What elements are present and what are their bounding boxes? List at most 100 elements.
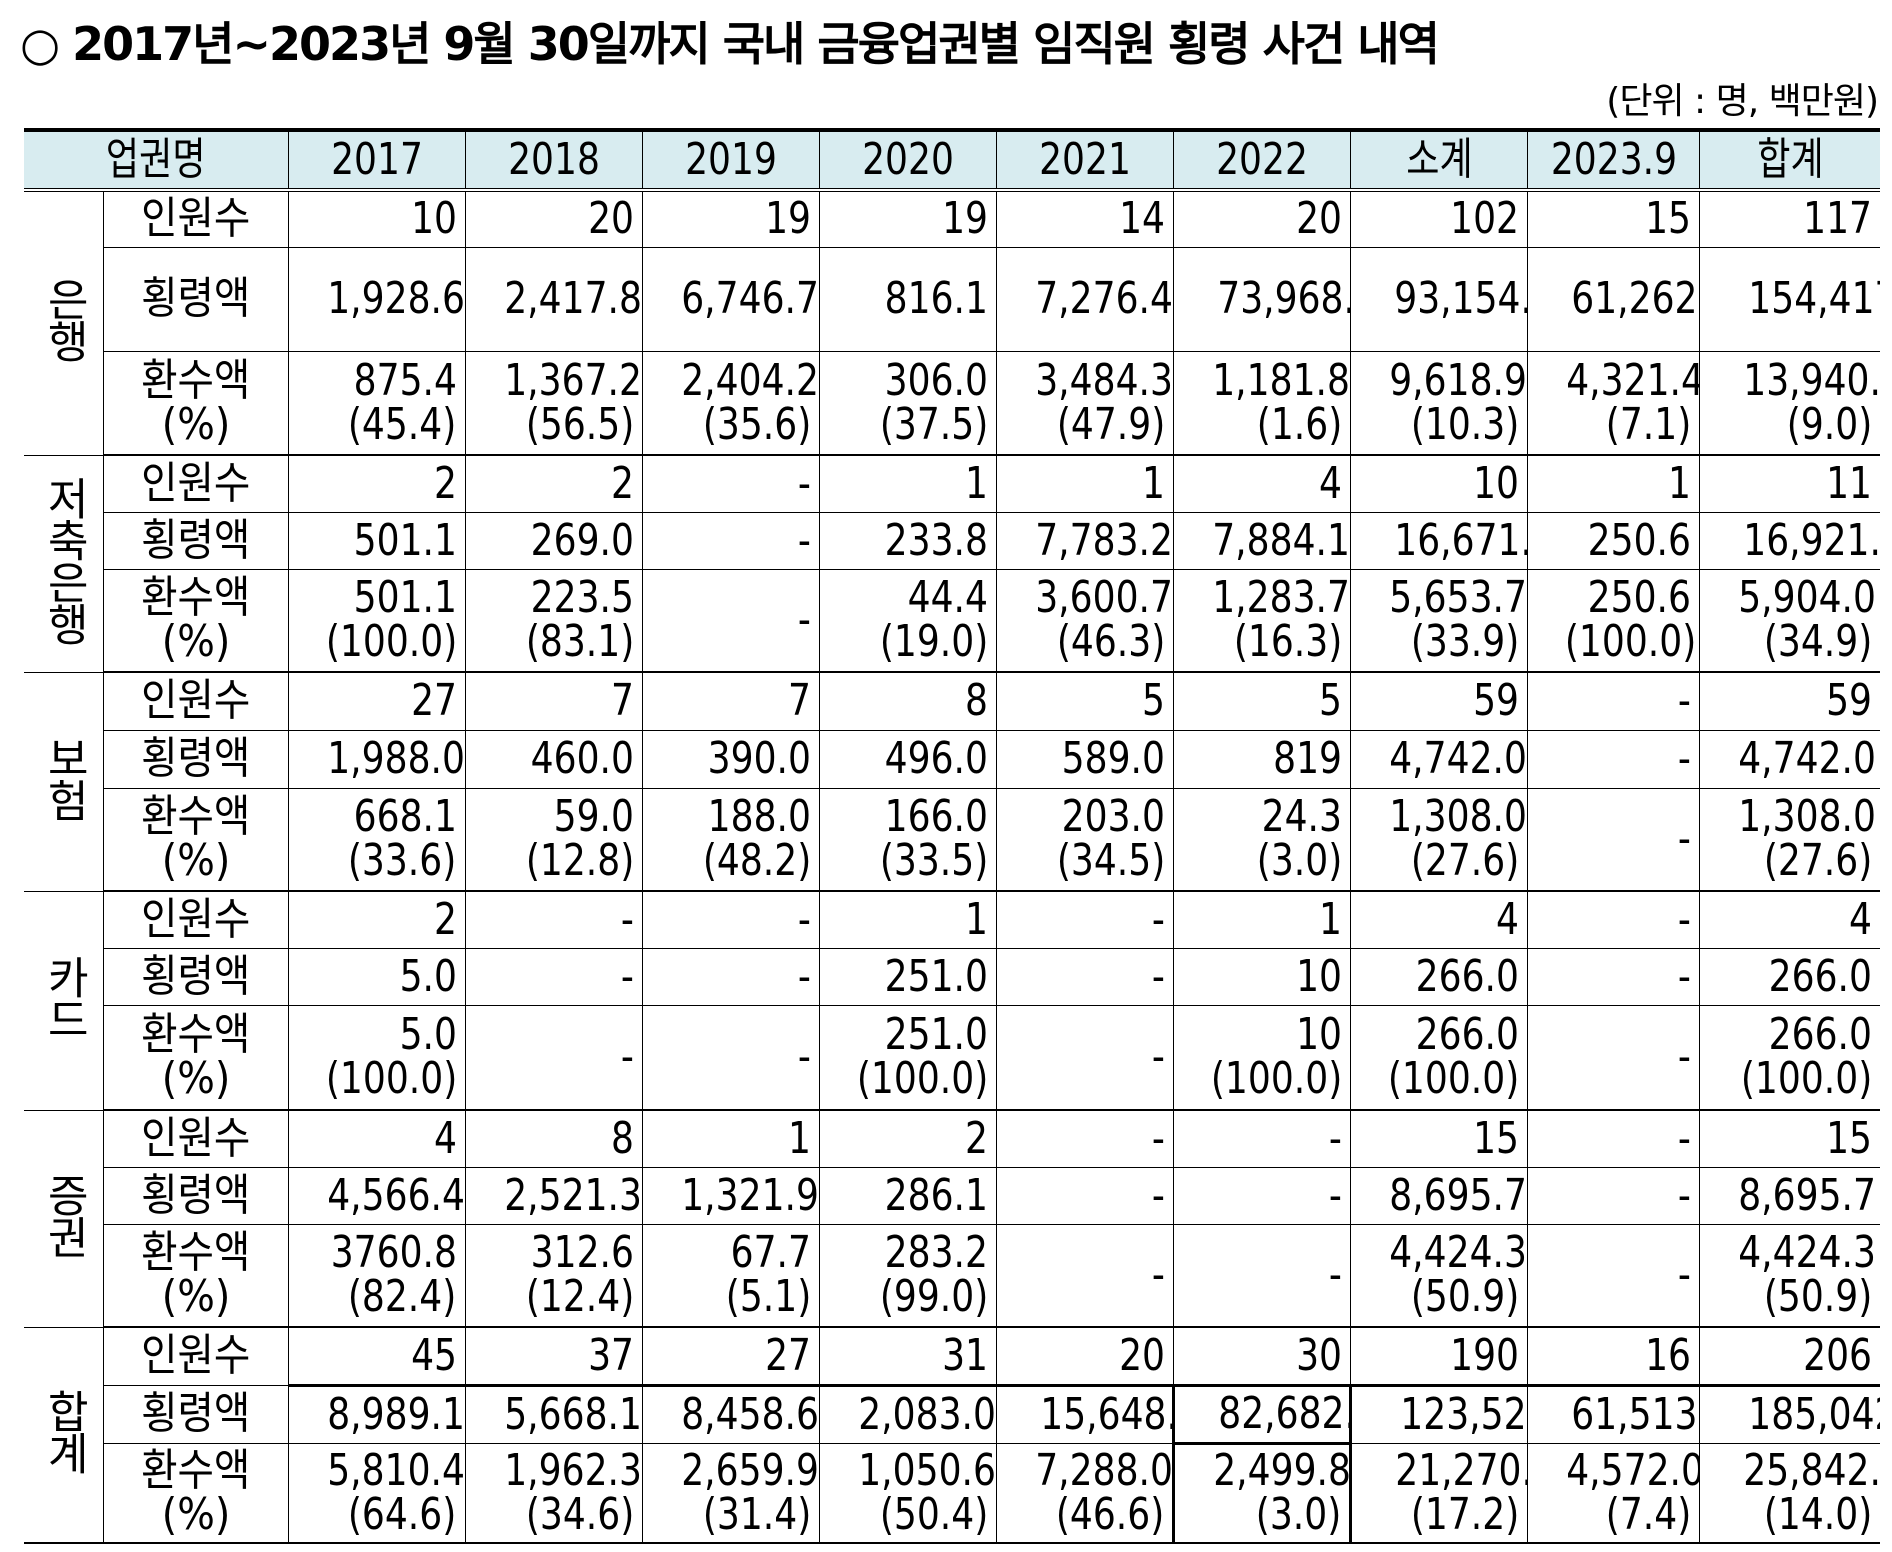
row-label: 환수액 (%) xyxy=(102,1442,289,1544)
embezzled-amount: 460.0 xyxy=(530,733,634,784)
recovered-amount: 7,288.0 xyxy=(1035,1444,1173,1496)
headcount: 4 xyxy=(1319,457,1343,509)
recovered-amount: 306.0 xyxy=(884,354,989,406)
recovery-rate: (37.5) xyxy=(879,398,989,450)
embezzled-amount: 4,742.0 xyxy=(1389,733,1528,784)
embezzled-amount: 16,921.8 xyxy=(1743,514,1880,566)
headcount: 2 xyxy=(965,1112,989,1164)
recovery-rate: (50.4) xyxy=(879,1488,989,1540)
row-label-text: 인원수 xyxy=(140,193,251,245)
recovered-amount: 4,572.0 xyxy=(1566,1444,1700,1496)
data-cell: 59.0 (12.8) xyxy=(464,787,643,892)
document-title: ○ 2017년~2023년 9월 30일까지 국내 금융업권별 임직원 횡령 사… xyxy=(20,17,1440,71)
data-cell: 4 xyxy=(1350,890,1529,949)
column-header-label: 2019 xyxy=(684,134,777,185)
data-cell: 7 xyxy=(464,671,643,731)
data-cell: 5,810.4 (64.6) xyxy=(287,1442,466,1544)
embezzled-amount: - xyxy=(1329,1169,1343,1221)
recovery-rate: (50.9) xyxy=(1763,1271,1872,1323)
recovered-amount: - xyxy=(1152,1249,1166,1301)
recovery-rate: (1.6) xyxy=(1256,398,1343,450)
embezzled-amount: 266.0 xyxy=(1768,950,1872,1002)
data-cell: 269.0 xyxy=(464,511,643,570)
data-cell: 2 xyxy=(287,890,466,949)
headcount: 1 xyxy=(1668,457,1692,509)
recovered-amount: 1,367.2 xyxy=(503,354,642,406)
data-cell: 2,659.9 (31.4) xyxy=(641,1442,820,1544)
headcount: 1 xyxy=(787,1112,811,1164)
embezzled-amount: 251.0 xyxy=(884,950,989,1002)
data-cell: 9,618.9 (10.3) xyxy=(1350,350,1529,456)
embezzled-amount: 390.0 xyxy=(707,733,811,784)
sector-name: 보험 xyxy=(24,671,104,892)
headcount: 45 xyxy=(410,1329,457,1381)
recovery-rate: (46.6) xyxy=(1055,1488,1165,1540)
sector-name: 증권 xyxy=(24,1109,104,1328)
recovered-amount: 9,618.9 xyxy=(1389,354,1528,406)
recovered-amount: 283.2 xyxy=(884,1227,989,1279)
embezzled-amount: 266.0 xyxy=(1416,950,1520,1002)
row-label-text: 인원수 xyxy=(140,675,251,727)
headcount: 7 xyxy=(610,675,634,727)
data-cell: 8 xyxy=(464,1109,643,1168)
row-label: 횡령액 xyxy=(102,246,289,352)
embezzled-amount: 250.6 xyxy=(1588,514,1692,566)
data-cell: 1,308.0 (27.6) xyxy=(1699,787,1880,892)
data-cell: 11 xyxy=(1699,454,1880,513)
row-label-unit: (%) xyxy=(161,1271,230,1323)
data-cell: 19 xyxy=(818,189,998,248)
sector-name: 합계 xyxy=(24,1326,104,1544)
embezzled-amount: - xyxy=(797,514,811,566)
headcount: - xyxy=(797,893,811,945)
embezzled-amount: 82,682.0 xyxy=(1218,1388,1347,1439)
data-cell: 31 xyxy=(818,1326,998,1387)
recovered-amount: 1,181.8 xyxy=(1212,354,1351,406)
column-header: 2021 xyxy=(996,128,1175,192)
data-cell: 6,746.7 xyxy=(641,246,820,352)
table-row: 환수액 (%) 875.4 (45.4) 1,367.2 (56.5) 2,404.2 (35… xyxy=(24,350,1880,456)
data-cell: 1,367.2 (56.5) xyxy=(464,350,643,456)
data-cell: 102 xyxy=(1350,189,1529,248)
sector-name-label: 저축은행 xyxy=(38,475,90,644)
sector-name-label: 은행 xyxy=(38,277,90,362)
recovery-rate: (27.6) xyxy=(1763,835,1872,887)
recovered-amount: 21,270.9 xyxy=(1395,1444,1526,1496)
data-cell: 2 xyxy=(287,454,466,513)
recovery-rate: (19.0) xyxy=(879,616,989,668)
row-label: 환수액 (%) xyxy=(102,787,289,892)
embezzled-amount: 16,671.2 xyxy=(1394,514,1526,566)
row-label-text: 횡령액 xyxy=(140,514,251,566)
embezzled-amount: - xyxy=(1678,733,1692,784)
row-label-unit: (%) xyxy=(161,1488,230,1540)
embezzled-amount: 61,513.3 xyxy=(1571,1388,1699,1440)
recovered-amount: 4,424.3 xyxy=(1738,1227,1877,1279)
data-cell: 283.2 (99.0) xyxy=(818,1223,998,1328)
recovery-rate: (14.0) xyxy=(1763,1488,1872,1540)
row-label-text: 환수액 xyxy=(140,354,251,406)
data-cell: 20 xyxy=(996,1326,1175,1387)
embezzled-amount: - xyxy=(1152,950,1166,1002)
embezzled-amount: 6,746.7 xyxy=(681,273,819,324)
recovery-rate: (45.4) xyxy=(348,398,457,450)
data-cell: 3,484.3 (47.9) xyxy=(996,350,1175,456)
embezzled-amount: 5.0 xyxy=(399,950,457,1002)
recovered-amount: 3,484.3 xyxy=(1035,354,1173,406)
data-cell: - xyxy=(996,890,1175,949)
data-cell: 15 xyxy=(1350,1109,1529,1168)
embezzled-amount: - xyxy=(1678,1169,1692,1221)
recovered-amount: 1,962.3 xyxy=(503,1444,642,1496)
headcount: 2 xyxy=(433,457,457,509)
data-cell: - xyxy=(641,511,820,570)
recovered-amount: 1,283.7 xyxy=(1212,572,1351,624)
data-cell: 1,308.0 (27.6) xyxy=(1350,787,1529,892)
data-cell: 3,600.7 (46.3) xyxy=(996,568,1175,673)
row-label-text: 인원수 xyxy=(140,1330,251,1382)
recovery-rate: (64.6) xyxy=(348,1488,457,1540)
data-cell: 251.0 (100.0) xyxy=(818,1004,998,1111)
row-label: 환수액 (%) xyxy=(102,1223,289,1328)
recovery-rate: (3.0) xyxy=(1256,835,1343,887)
data-cell: 2 xyxy=(818,1109,998,1168)
row-label: 횡령액 xyxy=(102,729,289,789)
data-cell: 1 xyxy=(818,454,998,513)
data-cell: 206 xyxy=(1699,1326,1880,1387)
